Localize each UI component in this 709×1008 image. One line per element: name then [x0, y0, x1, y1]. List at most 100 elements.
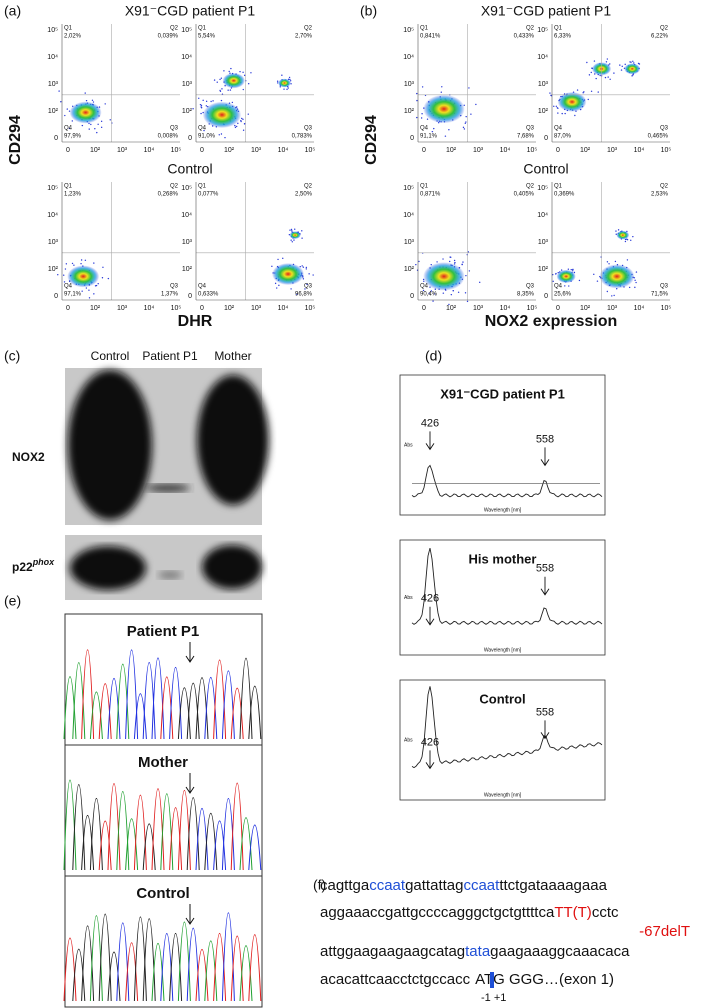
x-tick-label: 0	[66, 147, 70, 154]
event-dot	[630, 239, 632, 242]
event-dot	[415, 263, 417, 266]
event-dot	[228, 70, 230, 73]
event-dot	[85, 99, 88, 102]
peak-label: 426	[421, 736, 439, 748]
y-tick-label: 10²	[404, 266, 415, 273]
quadrant-name: Q3	[526, 284, 535, 290]
blot-band	[68, 370, 152, 520]
flow-plot: 0 0 10² 10² 10³ 10³ 10⁴ 10⁴ 10⁵ 10⁵ Q1 0,077% Q2 2,50…	[181, 182, 315, 312]
density-blob	[616, 230, 630, 240]
base-peak	[116, 791, 130, 871]
y-tick-label: 10³	[182, 239, 193, 246]
quadrant-name: Q1	[554, 184, 563, 190]
x-tick-label: 10³	[473, 305, 484, 312]
event-dot	[291, 241, 293, 243]
event-dot	[596, 280, 599, 282]
event-dot	[631, 75, 633, 77]
event-dot	[634, 279, 636, 281]
base-peak	[142, 823, 156, 871]
panel-label: (d)	[425, 348, 442, 364]
event-dot	[609, 63, 611, 65]
event-dot	[555, 273, 557, 275]
event-dot	[632, 74, 634, 76]
event-dot	[200, 107, 203, 109]
quadrant-name: Q1	[420, 26, 429, 32]
base-peak	[72, 783, 86, 871]
event-dot	[88, 128, 90, 130]
event-dot	[550, 94, 552, 97]
event-dot	[553, 105, 555, 107]
event-dot	[199, 103, 202, 106]
event-dot	[81, 124, 84, 127]
base-peak	[221, 670, 235, 740]
base-peak	[204, 813, 218, 871]
y-axis-label: CD294	[7, 115, 24, 165]
event-dot	[234, 124, 236, 127]
sequence-segment: acacattcaacctctgccacc	[320, 971, 471, 988]
quadrant-name: Q2	[170, 184, 179, 190]
flow-plot: 0 0 10² 10² 10³ 10³ 10⁴ 10⁴ 10⁵ 10⁵ Q1 6,33% Q2 6,22%…	[537, 24, 671, 154]
base-peak	[213, 659, 227, 740]
event-dot	[555, 105, 558, 107]
sequence-segment: attggaagaagaagcatag	[320, 943, 465, 960]
event-dot	[240, 119, 242, 122]
event-dot	[436, 261, 438, 263]
quadrant-percent: 91,0%	[198, 134, 216, 140]
density-blob	[222, 72, 245, 89]
chromatogram-title: Control	[136, 885, 189, 902]
chromatogram-title: Patient P1	[127, 623, 200, 640]
quadrant-name: Q3	[170, 126, 179, 132]
base-peak	[116, 922, 130, 1002]
event-dot	[416, 99, 418, 102]
event-dot	[608, 263, 610, 265]
quadrant-name: Q2	[660, 26, 669, 32]
quadrant-percent: 0,841%	[420, 34, 441, 40]
quadrant-percent: 0,433%	[514, 34, 535, 40]
event-dot	[607, 76, 609, 78]
quadrant-percent: 2,53%	[651, 192, 669, 198]
quadrant-percent: 0,077%	[198, 192, 219, 198]
y-tick-label: 10⁵	[47, 185, 58, 192]
event-dot	[567, 268, 570, 270]
y-tick-label: 10⁵	[537, 185, 548, 192]
x-tick-label: 0	[556, 305, 560, 312]
quadrant-name: Q2	[526, 26, 535, 32]
event-dot	[68, 127, 71, 130]
y-tick-label: 10⁵	[181, 185, 192, 192]
event-dot	[84, 259, 87, 261]
spectrum-frame	[399, 539, 606, 656]
x-axis-label: Wavelength [nm]	[484, 647, 522, 653]
x-tick-label: 10²	[580, 305, 591, 312]
sequence-segment: ATG GGG…(exon 1)	[475, 971, 614, 988]
event-dot	[203, 129, 205, 132]
event-dot	[63, 274, 65, 276]
x-axis-label: Wavelength [nm]	[484, 507, 522, 513]
spectrum-title: His mother	[469, 551, 537, 566]
flow-plot: 0 0 10² 10² 10³ 10³ 10⁴ 10⁴ 10⁵ 10⁵ Q1 5,54% Q2 2,70%…	[181, 24, 315, 154]
quadrant-percent: 7,68%	[517, 134, 535, 140]
y-tick-label: 0	[54, 293, 58, 300]
event-dot	[422, 289, 425, 292]
peak-label: 558	[536, 563, 554, 575]
y-tick-label: 10³	[404, 239, 415, 246]
position-arrow	[185, 904, 195, 925]
x-tick-label: 10²	[446, 305, 457, 312]
y-tick-label: 10⁴	[47, 54, 58, 61]
quadrant-name: Q3	[304, 284, 313, 290]
base-peak	[186, 928, 200, 1002]
quadrant-percent: 5,54%	[198, 34, 216, 40]
event-dot	[634, 286, 636, 289]
base-peak	[81, 815, 95, 871]
event-dot	[290, 288, 292, 290]
event-dot	[434, 293, 436, 295]
event-dot	[301, 265, 303, 267]
base-peak	[142, 918, 156, 1002]
event-dot	[57, 274, 59, 276]
event-dot	[65, 263, 68, 265]
quadrant-name: Q2	[526, 184, 535, 190]
event-dot	[247, 113, 249, 115]
event-dot	[282, 257, 284, 260]
base-peak	[177, 790, 191, 871]
density-blob	[278, 78, 291, 88]
y-tick-label: 10⁴	[47, 212, 58, 219]
